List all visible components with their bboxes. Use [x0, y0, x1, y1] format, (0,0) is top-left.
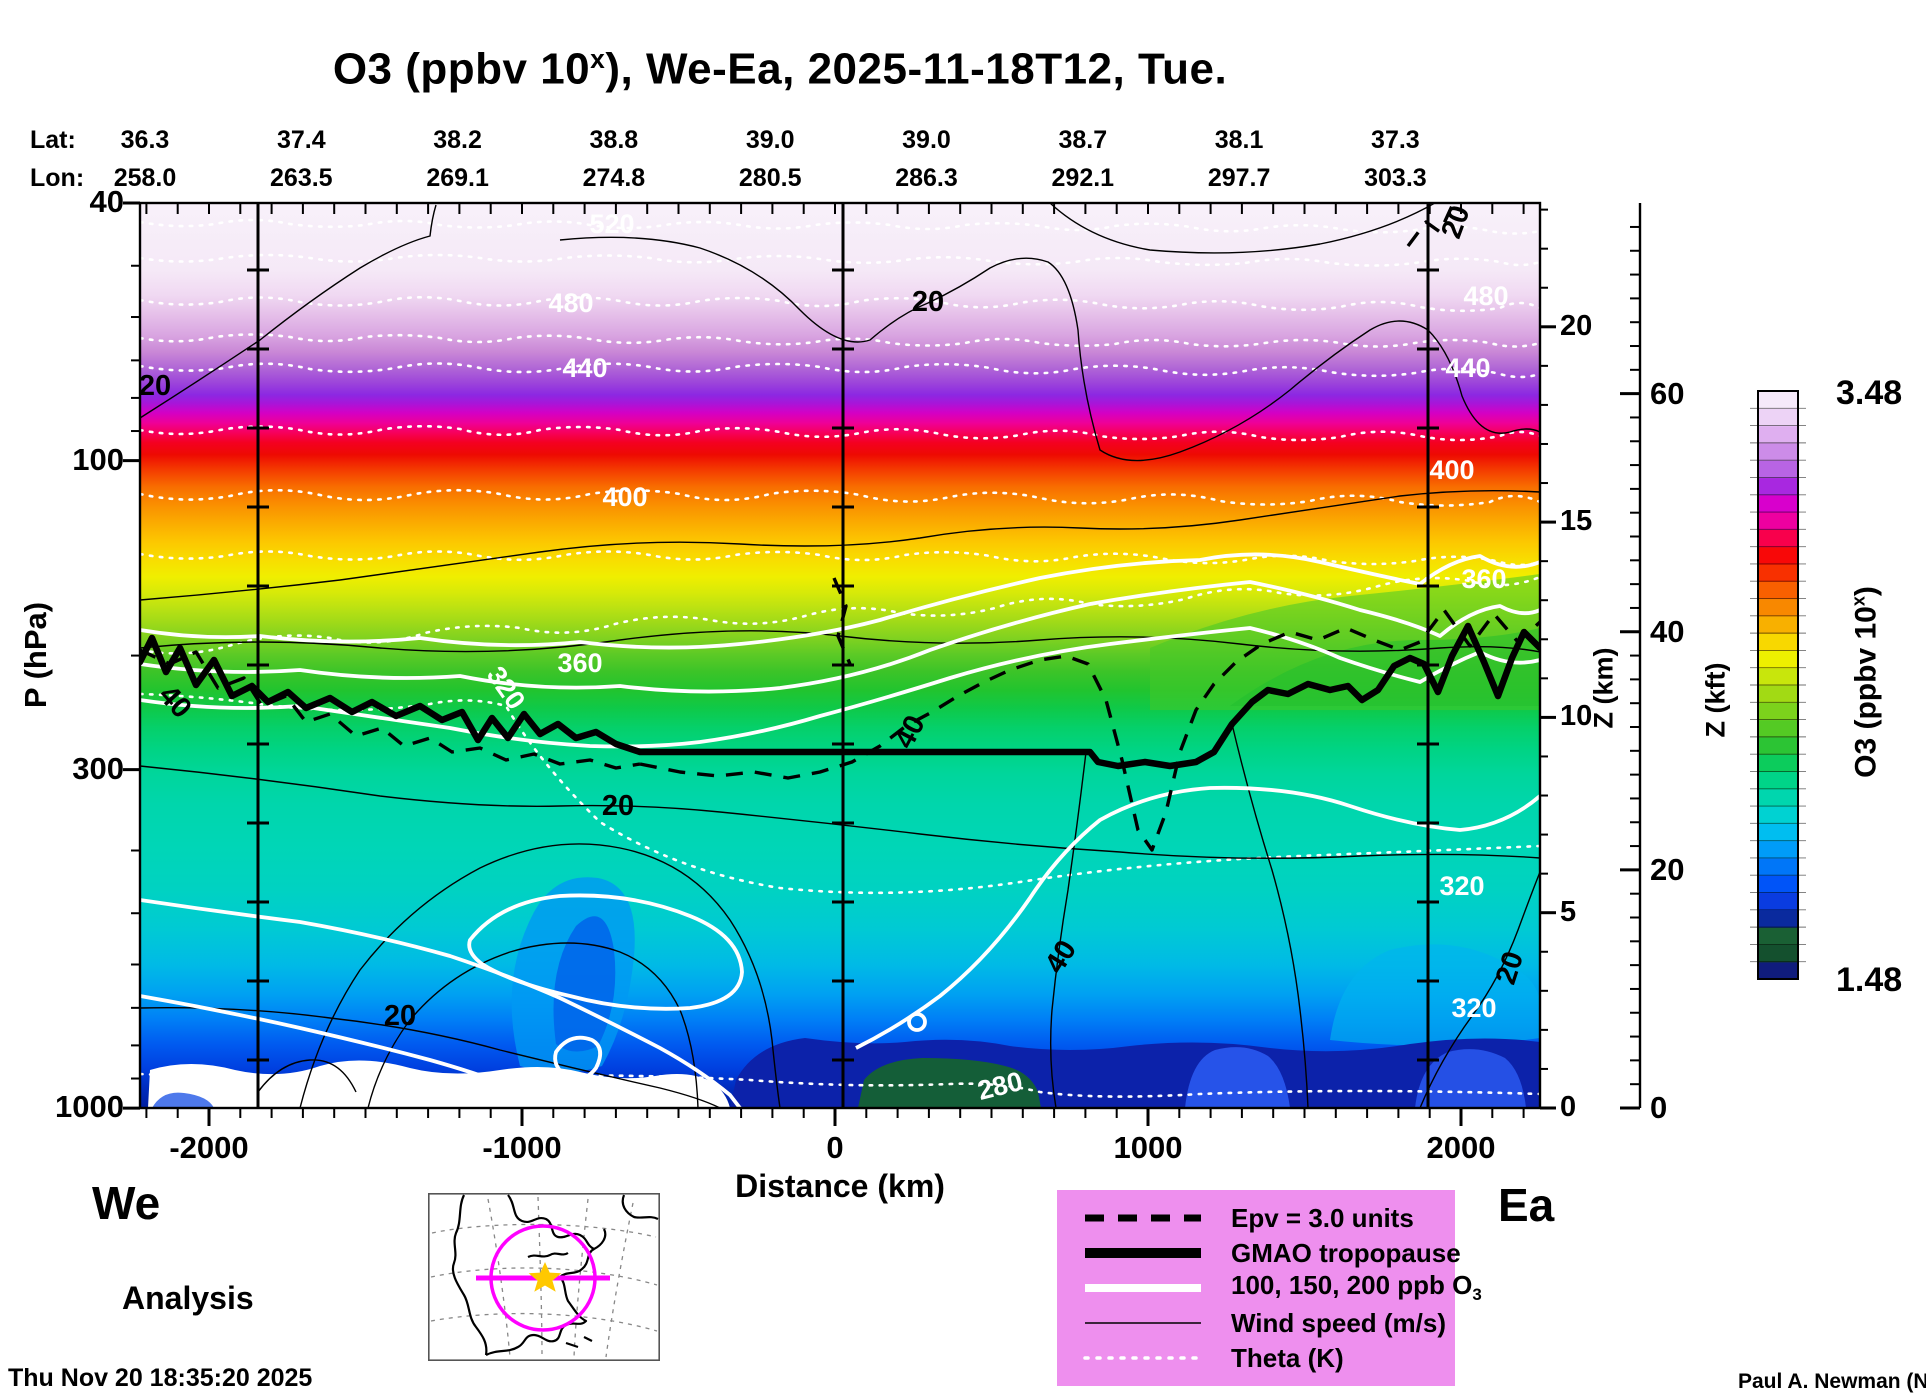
coastline: [451, 1194, 659, 1356]
svg-text:20: 20: [912, 286, 944, 318]
zkm-tick-label: 0: [1560, 1091, 1577, 1123]
svg-text:440: 440: [562, 353, 607, 383]
zkft-tick-label: 0: [1650, 1090, 1668, 1125]
white-line-icon: [1085, 1284, 1201, 1292]
svg-text:400: 400: [602, 482, 647, 512]
zkft-tick-label: 20: [1650, 851, 1685, 887]
analysis-label: Analysis: [122, 1280, 254, 1316]
legend-label: Epv = 3.0 units: [1231, 1202, 1414, 1233]
location-star-icon: [528, 1262, 562, 1292]
zkm-tick-label: 10: [1560, 700, 1593, 733]
legend-label: 100, 150, 200 ppb O3: [1231, 1270, 1482, 1305]
page-title: O3 (ppbv 10x), We-Ea, 2025-11-18T12, Tue…: [332, 44, 1228, 94]
svg-text:400: 400: [1429, 455, 1474, 485]
ozone-ppb-contours: [140, 552, 1540, 1108]
x-tick-label: -2000: [169, 1130, 249, 1165]
zkm-tick-label: 20: [1560, 309, 1593, 342]
svg-text:20: 20: [384, 1000, 416, 1032]
legend-label: Theta (K): [1231, 1342, 1344, 1373]
svg-text:320: 320: [1439, 871, 1484, 901]
svg-text:520: 520: [589, 209, 634, 239]
zkm-tick-label: 15: [1560, 505, 1593, 538]
lat-value: 39.0: [902, 126, 951, 154]
lon-value: 286.3: [895, 164, 958, 192]
svg-text:480: 480: [548, 288, 593, 318]
lat-value: 38.1: [1214, 126, 1264, 154]
legend: Epv = 3.0 units GMAO tropopause 100, 150…: [1057, 1190, 1482, 1386]
svg-text:360: 360: [1461, 564, 1506, 594]
legend-label: Wind speed (m/s): [1231, 1307, 1447, 1338]
lat-value: 37.3: [1371, 126, 1420, 154]
dotted-line-icon: [1083, 1356, 1203, 1360]
legend-row-o3: 100, 150, 200 ppb O3: [1057, 1270, 1482, 1305]
lon-value: 274.8: [582, 164, 646, 192]
x-tick-label: -1000: [482, 1130, 562, 1165]
svg-text:320: 320: [1451, 993, 1496, 1023]
x-tick-label: 1000: [1113, 1130, 1183, 1165]
zkft-tick-label: 60: [1650, 375, 1685, 411]
svg-text:20: 20: [139, 370, 171, 402]
wind-speed-contours: [140, 203, 1540, 1108]
p-tick-label: 40: [89, 184, 124, 219]
timestamp: Thu Nov 20 18:35:20 2025: [8, 1364, 313, 1392]
x-tick-label: 2000: [1426, 1130, 1496, 1165]
axes-frame: [123, 201, 1806, 1126]
lon-value: 263.5: [270, 164, 333, 192]
east-endpoint-label: Ea: [1498, 1179, 1555, 1231]
thick-line-icon: [1085, 1248, 1201, 1258]
zkft-tick-label: 40: [1650, 613, 1685, 649]
legend-row-tropopause: GMAO tropopause: [1057, 1237, 1461, 1270]
lon-row-label: Lon:: [30, 164, 85, 192]
west-endpoint-label: We: [92, 1177, 161, 1229]
map-inset: [428, 1193, 660, 1361]
legend-row-epv: Epv = 3.0 units: [1057, 1202, 1455, 1235]
lon-value: 280.5: [738, 164, 802, 192]
legend-row-theta: Theta (K): [1057, 1342, 1455, 1375]
p-tick-label: 100: [72, 441, 124, 477]
svg-text:440: 440: [1445, 353, 1490, 383]
p-tick-label: 1000: [55, 1089, 124, 1125]
lon-value: 292.1: [1051, 164, 1115, 192]
x-tick-label: 0: [826, 1130, 844, 1165]
p-tick-label: 300: [72, 750, 124, 786]
svg-text:20: 20: [602, 790, 634, 822]
credit: Paul A. Newman (NASA: [1738, 1370, 1926, 1393]
lat-value: 37.4: [276, 126, 326, 154]
lat-row-label: Lat:: [30, 126, 76, 154]
lat-value: 39.0: [745, 126, 795, 154]
thin-line-icon: [1085, 1322, 1201, 1324]
lat-value: 36.3: [120, 126, 170, 154]
tropopause-line: [140, 622, 1540, 770]
lon-value: 258.0: [113, 164, 177, 192]
lon-value: 269.1: [426, 164, 489, 192]
lon-value: 303.3: [1364, 164, 1427, 192]
lat-value: 38.7: [1058, 126, 1108, 154]
colorbar-max: 3.48: [1836, 374, 1903, 412]
lat-value: 38.2: [433, 126, 482, 154]
legend-label: GMAO tropopause: [1231, 1237, 1461, 1268]
lon-value: 297.7: [1207, 164, 1271, 192]
range-circle: [489, 1224, 597, 1332]
legend-row-wind: Wind speed (m/s): [1057, 1307, 1455, 1340]
theta-contours: [140, 218, 1540, 1098]
svg-text:480: 480: [1463, 281, 1508, 311]
lat-value: 38.8: [589, 126, 639, 154]
colorbar-min: 1.48: [1836, 961, 1903, 999]
x-axis-title: Distance (km): [735, 1168, 945, 1204]
svg-text:360: 360: [557, 648, 602, 678]
zkm-tick-label: 5: [1560, 895, 1577, 928]
